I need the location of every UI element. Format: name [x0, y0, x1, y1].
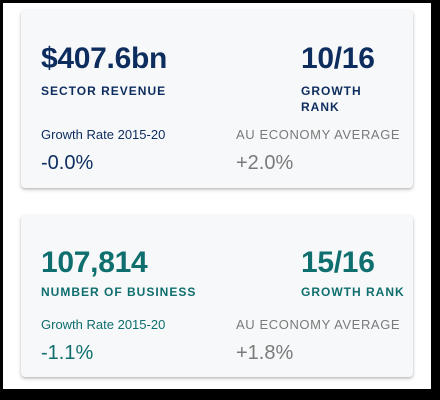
- business-au-economy-average-value: +1.8%: [236, 342, 294, 364]
- sector-revenue-value: $407.6bn: [41, 42, 168, 75]
- growth-rank-value: 10/16: [301, 42, 375, 75]
- growth-rank-label: GROWTH RANK: [301, 84, 362, 114]
- number-of-business-card: 107,814 NUMBER OF BUSINESS 15/16 GROWTH …: [21, 215, 413, 377]
- widget-frame: $407.6bn SECTOR REVENUE 10/16 GROWTH RAN…: [3, 3, 431, 389]
- business-growth-rank-value: 15/16: [301, 246, 375, 279]
- sector-revenue-label: SECTOR REVENUE: [41, 84, 167, 98]
- growth-rate-value: -0.0%: [41, 152, 94, 174]
- business-count-label: NUMBER OF BUSINESS: [41, 285, 197, 299]
- business-growth-rate-title: Growth Rate 2015-20: [41, 317, 166, 332]
- au-economy-average-title: AU ECONOMY AVERAGE: [236, 127, 401, 142]
- growth-rate-title: Growth Rate 2015-20: [41, 127, 166, 142]
- business-growth-rate-value: -1.1%: [41, 342, 94, 364]
- sector-revenue-card: $407.6bn SECTOR REVENUE 10/16 GROWTH RAN…: [21, 10, 413, 188]
- business-au-economy-average-title: AU ECONOMY AVERAGE: [236, 317, 401, 332]
- au-economy-average-value: +2.0%: [236, 152, 294, 174]
- business-growth-rank-label: GROWTH RANK: [301, 285, 405, 299]
- business-count-value: 107,814: [41, 246, 148, 279]
